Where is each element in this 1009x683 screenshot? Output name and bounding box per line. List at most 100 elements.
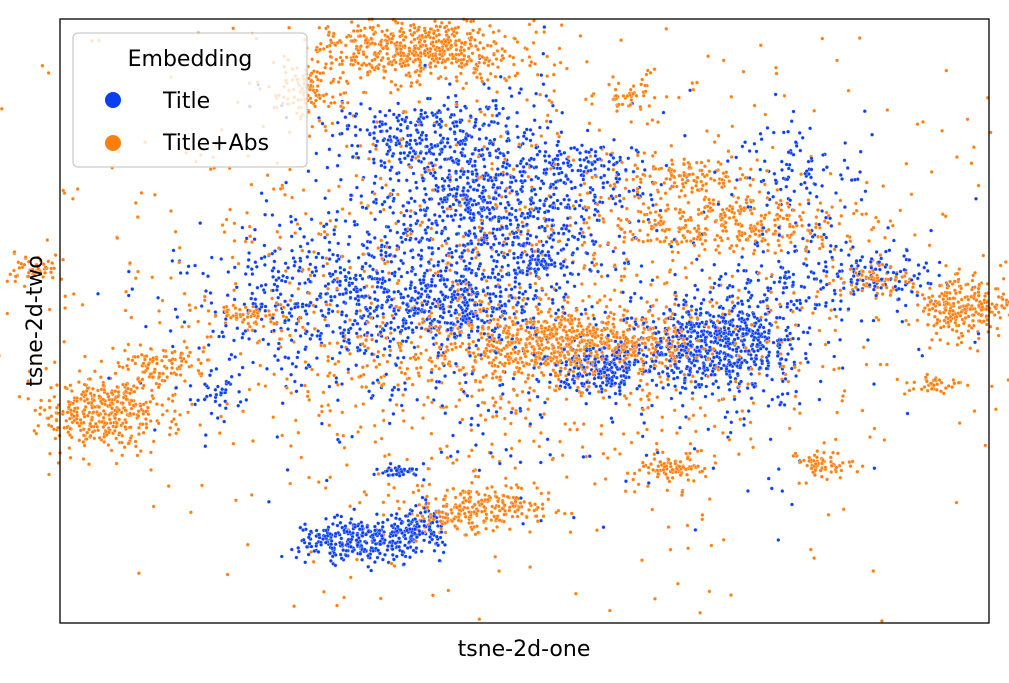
point-title [303, 522, 307, 527]
point-title [780, 167, 784, 172]
point-title [735, 268, 740, 273]
point-title-abs [321, 390, 326, 395]
point-title [509, 410, 514, 415]
point-title-abs [87, 410, 92, 415]
point-title [372, 560, 377, 565]
point-title [785, 301, 790, 306]
point-title [740, 255, 745, 260]
point-title-abs [220, 223, 225, 227]
point-title-abs [668, 547, 673, 552]
point-title-abs [529, 60, 534, 64]
point-title [692, 363, 697, 368]
point-title [409, 320, 414, 325]
point-title-abs [482, 112, 487, 117]
point-title-abs [370, 337, 375, 342]
point-title [562, 197, 567, 202]
point-title-abs [630, 237, 635, 242]
point-title [462, 295, 467, 300]
point-title-abs [493, 490, 498, 495]
point-title-abs [937, 378, 942, 383]
point-title [705, 367, 710, 372]
point-title [465, 393, 470, 398]
point-title [725, 410, 730, 415]
point-title-abs [628, 229, 633, 234]
point-title-abs [707, 497, 712, 502]
point-title [414, 180, 418, 185]
point-title-abs [233, 306, 238, 311]
point-title-abs [717, 398, 721, 403]
point-title [263, 304, 268, 309]
point-title [387, 277, 392, 282]
point-title [283, 261, 288, 266]
point-title [561, 247, 566, 251]
point-title-abs [130, 358, 135, 363]
point-title [563, 385, 568, 390]
point-title [423, 110, 428, 115]
point-title-abs [449, 507, 454, 512]
point-title [310, 333, 314, 338]
point-title-abs [287, 25, 292, 30]
point-title-abs [895, 377, 900, 382]
point-title [773, 92, 778, 97]
point-title-abs [405, 233, 410, 238]
point-title-abs [345, 100, 350, 105]
point-title-abs [437, 56, 442, 61]
point-title-abs [455, 288, 460, 293]
point-title-abs [948, 279, 953, 284]
point-title [532, 366, 537, 370]
point-title [824, 215, 828, 220]
point-title-abs [649, 342, 654, 347]
point-title-abs [476, 346, 481, 351]
point-title-abs [421, 416, 425, 421]
point-title-abs [687, 451, 692, 456]
point-title [386, 224, 391, 229]
point-title [497, 241, 502, 246]
point-title [613, 267, 618, 272]
point-title [291, 256, 296, 261]
point-title-abs [409, 340, 414, 345]
point-title-abs [386, 493, 391, 498]
point-title-abs [976, 183, 981, 188]
point-title-abs [586, 384, 591, 389]
point-title-abs [833, 328, 838, 333]
point-title-abs [485, 43, 490, 48]
point-title-abs [504, 209, 509, 214]
point-title [298, 334, 303, 338]
point-title-abs [392, 563, 397, 568]
point-title [516, 255, 520, 260]
point-title-abs [738, 166, 743, 171]
point-title [479, 238, 484, 242]
point-title-abs [303, 383, 307, 388]
point-title-abs [734, 243, 739, 248]
point-title-abs [538, 92, 543, 97]
point-title-abs [738, 417, 743, 422]
point-title-abs [686, 160, 691, 165]
point-title-abs [714, 247, 719, 252]
point-title-abs [939, 380, 944, 385]
point-title [423, 63, 428, 68]
point-title-abs [272, 372, 277, 377]
point-title-abs [834, 314, 839, 319]
point-title [441, 209, 446, 214]
point-title-abs [102, 439, 107, 444]
point-title [383, 250, 388, 255]
point-title [402, 156, 407, 161]
point-title-abs [890, 223, 895, 228]
point-title-abs [258, 363, 263, 368]
point-title [649, 197, 654, 202]
point-title [343, 115, 348, 120]
point-title-abs [959, 297, 964, 302]
point-title-abs [407, 56, 412, 61]
point-title [404, 178, 409, 183]
point-title-abs [12, 268, 16, 273]
point-title-abs [499, 194, 504, 199]
point-title-abs [592, 257, 596, 261]
point-title [534, 234, 539, 239]
point-title [680, 353, 685, 358]
point-title-abs [927, 345, 932, 350]
point-title-abs [456, 511, 461, 516]
point-title-abs [527, 22, 532, 27]
point-title [562, 273, 567, 278]
point-title [611, 187, 616, 191]
point-title-abs [200, 483, 204, 488]
